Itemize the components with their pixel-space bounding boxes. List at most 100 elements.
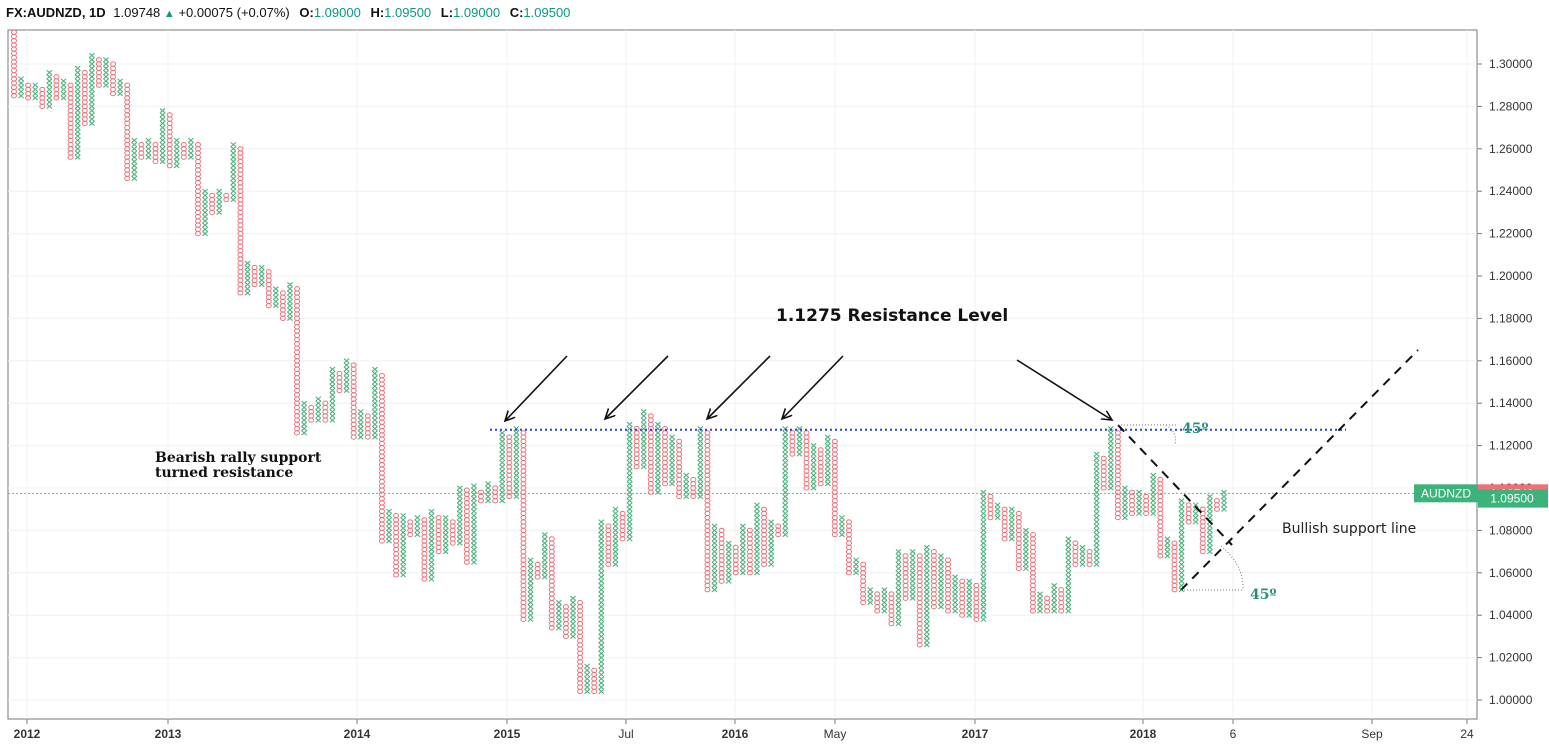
x-column [853,557,860,576]
x-mark [202,188,209,194]
x-mark [810,447,817,453]
x-mark [980,493,987,500]
x-mark [456,515,463,521]
o-mark [690,476,697,483]
x-mark [1192,515,1199,521]
x-mark [796,434,803,440]
x-mark [754,536,760,542]
x-mark [513,455,520,461]
x-mark [230,197,237,203]
x-mark [782,510,789,517]
x-mark [1107,485,1114,491]
x-mark [1093,464,1100,470]
x-mark [895,608,902,614]
x-mark [895,561,902,567]
x-mark [612,544,619,550]
x-mark [88,57,95,63]
price-axis[interactable]: 1.30000 1.28000 1.26000 1.24000 1.22000 1.200… [1477,57,1533,707]
x-mark [499,459,506,466]
x-mark [159,146,166,152]
x-mark [456,527,463,534]
x-mark [1178,536,1185,542]
x-mark [895,578,902,584]
x-mark [329,413,336,419]
x-mark [1178,506,1185,512]
x-mark [654,434,661,440]
o-column [874,591,881,614]
x-mark [1065,578,1072,584]
o-mark [308,404,315,411]
x-mark [1093,472,1100,478]
x-mark [74,95,81,101]
x-mark [768,553,775,559]
x-mark [371,379,378,385]
o-mark [534,561,541,567]
x-mark [782,506,789,512]
x-mark [994,510,1001,517]
x-mark [159,158,166,165]
x-mark [640,442,647,449]
x-mark [824,447,831,453]
x-mark [555,612,562,618]
x-mark [711,553,718,559]
x-mark [598,633,605,640]
x-mark [909,591,916,597]
x-mark [1065,587,1072,593]
x-mark [1065,599,1072,606]
x-mark [513,472,520,478]
x-mark [782,455,789,461]
o-column [336,370,343,394]
x-mark [598,621,605,627]
time-axis[interactable]: 2012 2013 2014 2015 Jul 2016 May 2017 2018 6 Sep 24 [14,719,1474,741]
annotation-arrow [1016,359,1112,420]
x-mark [541,536,548,542]
x-column [754,502,760,576]
x-mark [244,273,251,279]
o-mark [251,264,258,271]
annotation-arrow [605,355,669,419]
o-mark [336,370,343,377]
x-mark [527,608,534,614]
x-mark [499,442,506,449]
x-mark [159,137,166,143]
angle-arc [1165,424,1177,445]
x-mark [103,65,109,71]
x-mark [923,604,930,610]
x-mark [88,108,95,114]
x-mark [244,260,251,266]
x-mark [697,481,704,487]
x-mark [881,587,888,593]
x-mark [386,525,392,531]
x-column [669,434,676,487]
x-mark [895,612,902,618]
o-column [308,404,315,423]
price-tick-label: 1.18000 [1489,311,1533,325]
o-mark [1213,498,1220,504]
x-mark [386,512,392,519]
x-mark [1150,476,1157,483]
x-mark [853,561,860,567]
x-mark [654,481,661,487]
plot-frame [7,29,1478,720]
x-mark [230,141,237,148]
x-mark [428,521,435,527]
x-mark [923,587,930,593]
x-mark [470,487,477,493]
x-mark [626,502,633,508]
x-mark [18,80,25,86]
o-column [1114,430,1121,521]
x-mark [1206,548,1213,555]
x-mark [640,430,647,436]
x-mark [980,498,987,504]
x-mark [1093,476,1100,483]
x-mark [739,536,746,542]
x-mark [74,108,81,114]
x-column [1178,498,1185,593]
x-mark [938,574,944,580]
x-mark [754,565,760,572]
x-mark [1107,434,1114,440]
x-mark [923,574,930,580]
x-mark [1037,595,1043,601]
x-mark [909,570,916,576]
